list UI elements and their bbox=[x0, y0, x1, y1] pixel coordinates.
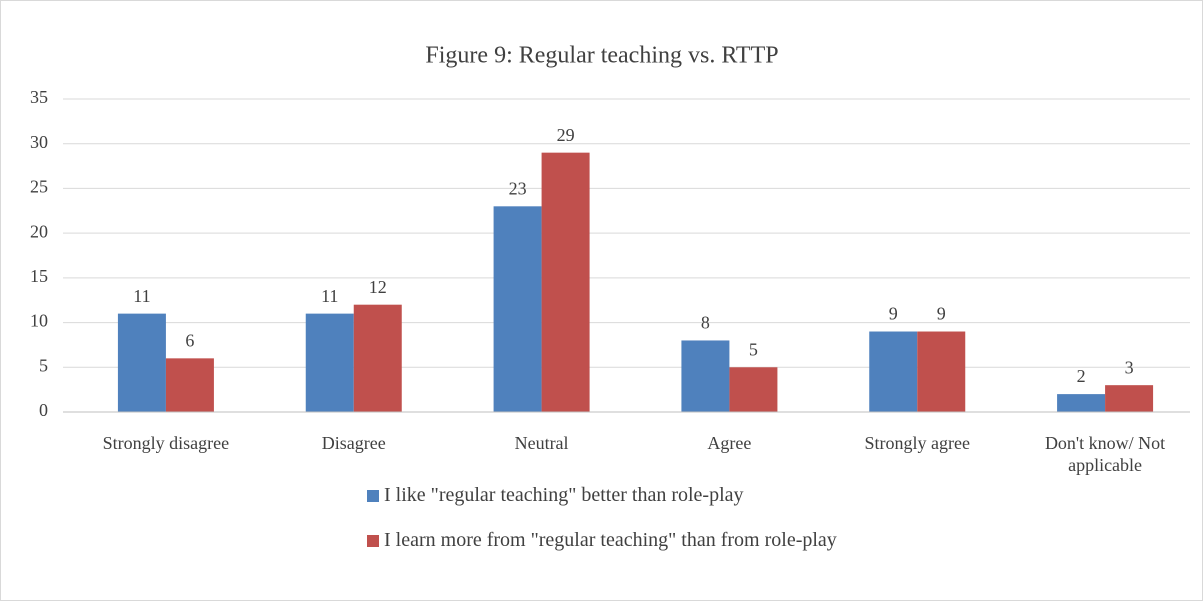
data-label: 29 bbox=[557, 125, 575, 145]
legend-label: I learn more from "regular teaching" tha… bbox=[384, 529, 837, 551]
bar bbox=[541, 152, 590, 412]
bar bbox=[353, 304, 402, 412]
y-tick-label: 10 bbox=[30, 311, 48, 331]
x-tick-label: Neutral bbox=[514, 433, 569, 453]
bar bbox=[681, 340, 730, 412]
y-tick-label: 0 bbox=[39, 400, 48, 420]
data-label: 8 bbox=[701, 313, 710, 333]
data-label: 5 bbox=[749, 339, 758, 359]
y-tick-label: 25 bbox=[30, 177, 48, 197]
data-label: 9 bbox=[937, 304, 946, 324]
bar bbox=[1057, 394, 1106, 412]
legend-entry: I like "regular teaching" better than ro… bbox=[367, 484, 744, 507]
bar bbox=[869, 331, 918, 412]
legend-label: I like "regular teaching" better than ro… bbox=[384, 484, 744, 506]
x-tick-label: Strongly disagree bbox=[102, 433, 230, 453]
data-label: 9 bbox=[889, 304, 898, 324]
data-label: 11 bbox=[321, 286, 338, 306]
bar bbox=[917, 331, 966, 412]
y-tick-label: 15 bbox=[30, 266, 48, 286]
x-tick-label: Agree bbox=[707, 433, 752, 453]
y-tick-label: 30 bbox=[30, 132, 48, 152]
bar bbox=[165, 358, 214, 412]
data-label: 12 bbox=[369, 277, 387, 297]
x-tick-label: Strongly agree bbox=[864, 433, 970, 453]
data-label: 11 bbox=[133, 286, 150, 306]
legend-swatch bbox=[367, 534, 379, 547]
data-label: 2 bbox=[1077, 366, 1086, 386]
y-tick-label: 5 bbox=[39, 355, 48, 375]
bar bbox=[1105, 385, 1154, 412]
x-tick-label: Don't know/ Not applicable bbox=[1044, 433, 1166, 475]
y-tick-label: 35 bbox=[30, 87, 48, 107]
data-label: 23 bbox=[509, 178, 527, 198]
bar bbox=[729, 367, 778, 412]
data-label: 6 bbox=[185, 330, 194, 350]
chart-title: Figure 9: Regular teaching vs. RTTP bbox=[425, 43, 778, 69]
bar bbox=[493, 206, 542, 412]
data-label: 3 bbox=[1125, 357, 1134, 377]
legend-swatch bbox=[367, 489, 379, 502]
x-tick-label: Disagree bbox=[321, 433, 386, 453]
y-tick-label: 20 bbox=[30, 221, 48, 241]
bar bbox=[117, 313, 166, 412]
legend-entry: I learn more from "regular teaching" tha… bbox=[367, 529, 837, 552]
bar bbox=[305, 313, 354, 412]
